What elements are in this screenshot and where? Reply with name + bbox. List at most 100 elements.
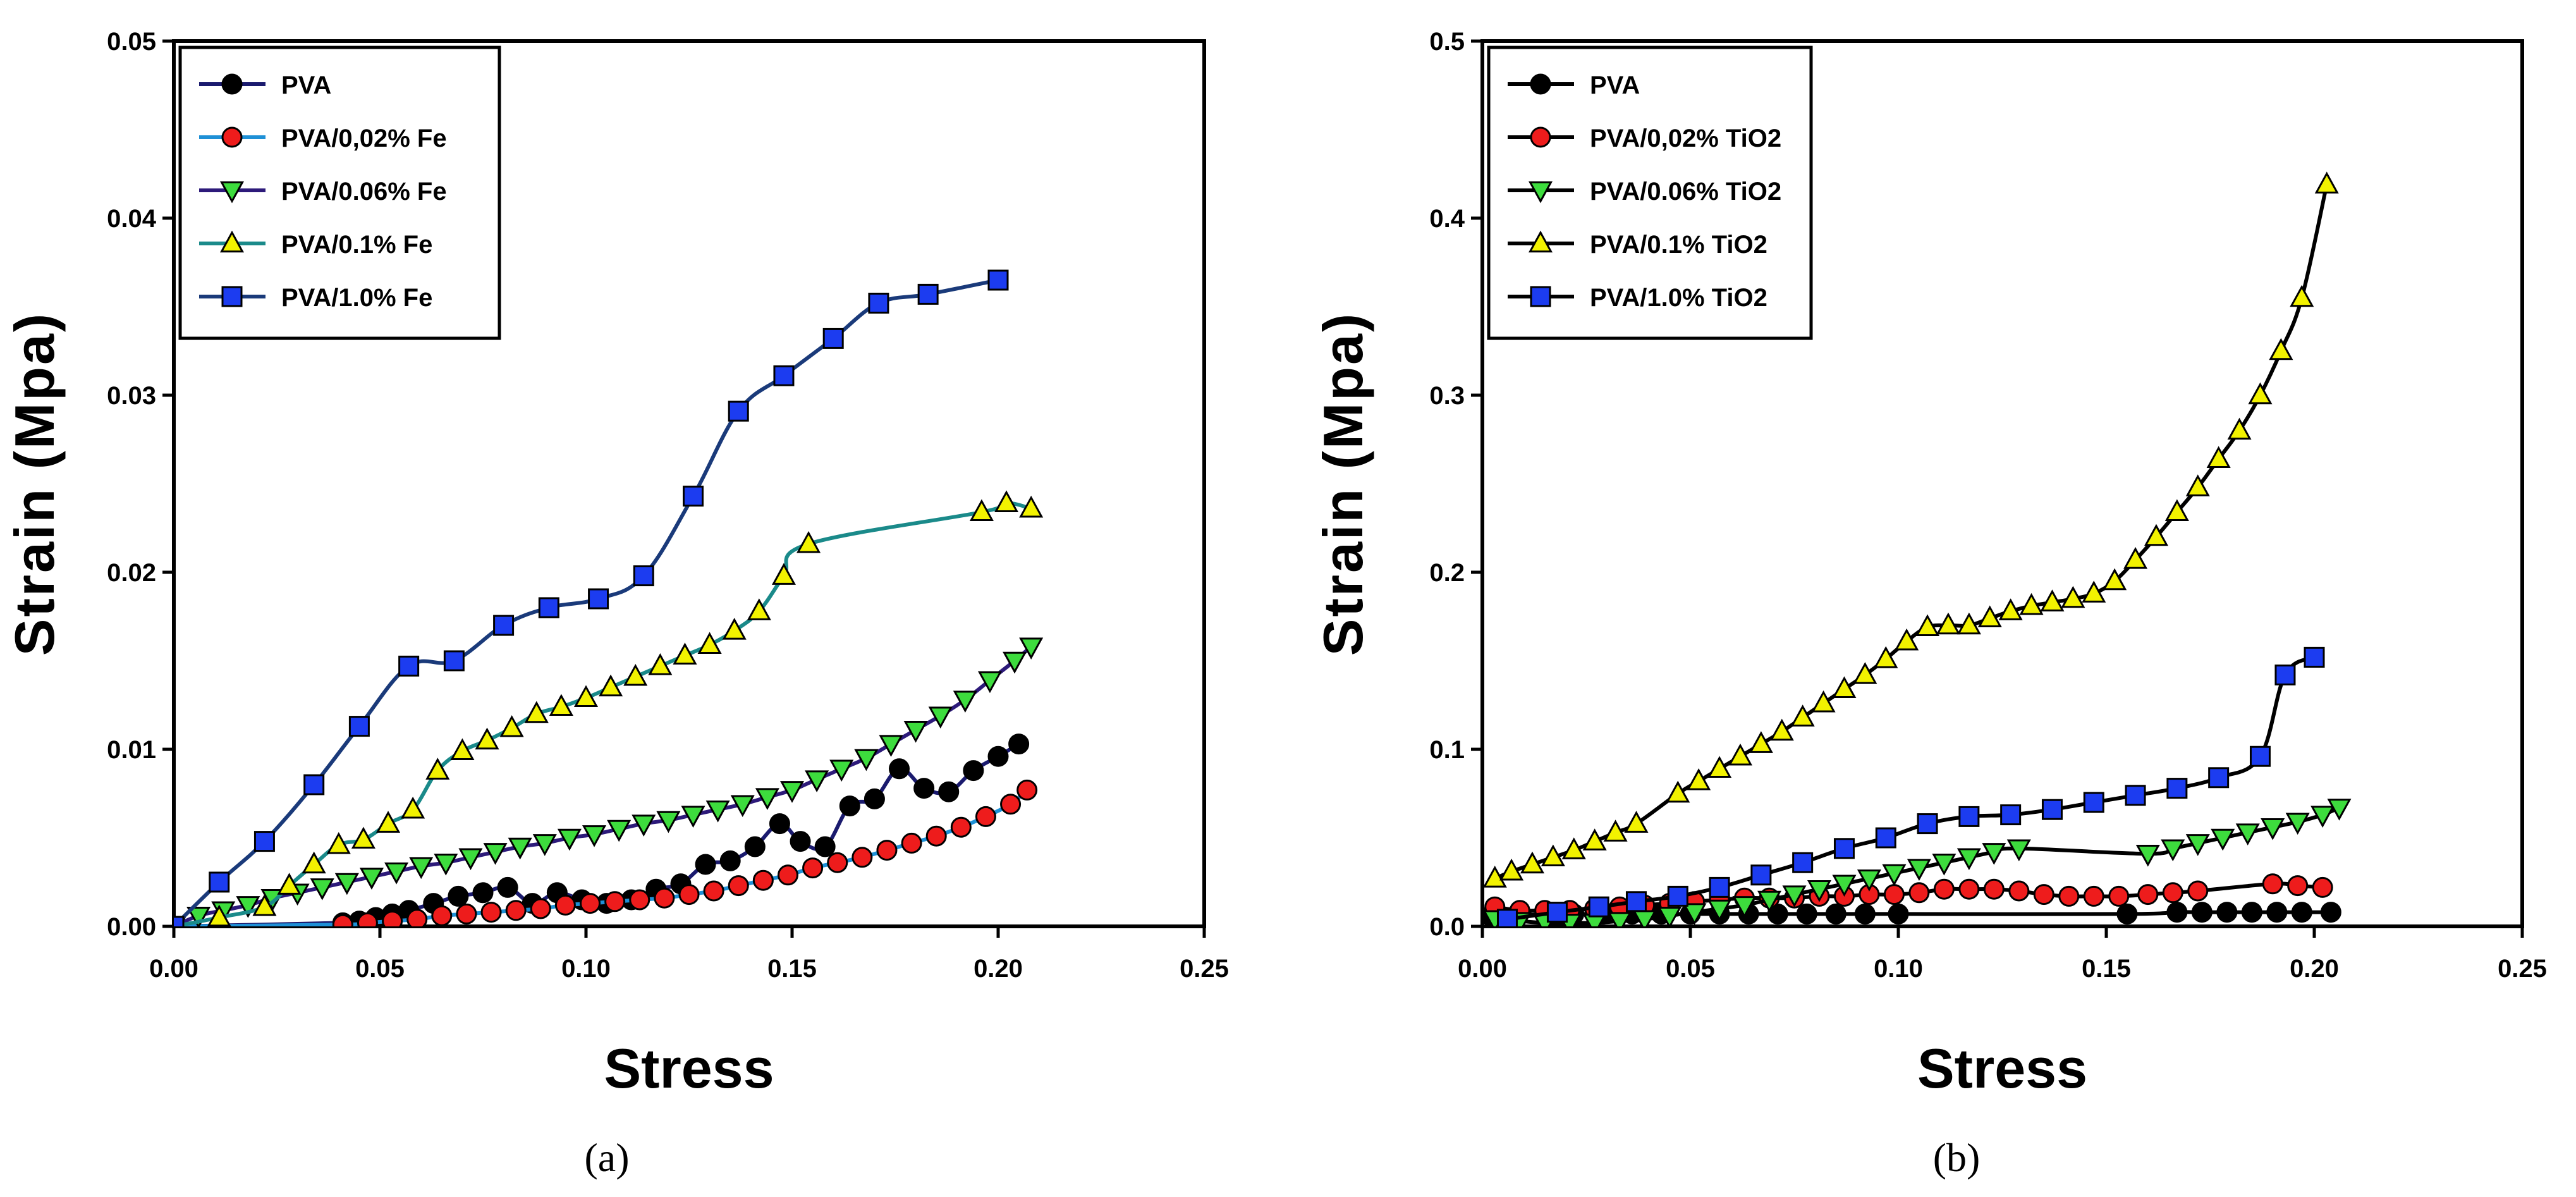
series-4	[1482, 171, 2339, 888]
data-point	[599, 674, 623, 697]
data-point	[2249, 746, 2271, 767]
data-point	[1769, 718, 1794, 741]
data-point	[797, 531, 821, 553]
data-point	[1853, 662, 1877, 684]
data-point	[2291, 902, 2312, 923]
data-point	[2185, 834, 2210, 856]
data-point	[1983, 878, 2005, 900]
legend-entry-4: PVA/0.1% TiO2	[1508, 230, 1767, 259]
data-point	[633, 565, 654, 587]
data-point	[334, 873, 359, 895]
data-point	[975, 806, 996, 827]
data-point	[1907, 859, 1931, 881]
data-point	[1792, 852, 1814, 873]
data-point	[928, 706, 953, 729]
data-point	[1732, 896, 1757, 918]
data-point	[2262, 873, 2283, 895]
data-point	[901, 832, 922, 854]
data-point	[2206, 446, 2231, 469]
data-point	[174, 916, 185, 926]
data-point	[728, 400, 749, 422]
data-point	[1019, 495, 1044, 518]
data-point	[1933, 878, 1955, 900]
data-point	[1977, 605, 2002, 628]
data-point	[2006, 839, 2031, 862]
data-point	[530, 898, 551, 919]
plot-area	[1482, 171, 2352, 926]
x-tick-label: 0.20	[2290, 955, 2339, 983]
data-point	[2285, 813, 2310, 835]
data-point	[1874, 646, 1898, 668]
x-axis-title: Stress	[1917, 1037, 2087, 1100]
data-point	[2310, 806, 2335, 828]
y-tick-label: 0.2	[1429, 559, 1465, 587]
data-point	[573, 685, 599, 708]
plot-frame	[172, 39, 1206, 928]
plot-frame	[1480, 39, 2524, 928]
x-tick-label: 0.20	[974, 955, 1023, 983]
x-tick-label: 0.25	[2498, 955, 2547, 983]
data-point	[1782, 885, 1807, 907]
data-point	[1854, 903, 1876, 924]
data-point	[790, 831, 811, 852]
data-point	[2082, 580, 2106, 603]
data-point	[1019, 637, 1044, 660]
data-point	[1767, 903, 1788, 924]
series-line	[174, 501, 1034, 926]
data-point	[1958, 806, 1980, 827]
data-point	[2320, 902, 2341, 923]
series-5	[174, 269, 1009, 926]
data-point	[1915, 614, 1940, 637]
data-point	[2312, 876, 2333, 898]
data-point	[252, 893, 277, 916]
y-tick-label: 0.04	[107, 205, 157, 233]
data-point	[483, 843, 508, 865]
data-point	[2227, 417, 2252, 440]
data-point	[779, 781, 805, 803]
data-point	[1936, 612, 1960, 635]
series-5	[1496, 646, 2325, 926]
data-point	[656, 811, 681, 833]
legend-swatch-marker	[1530, 73, 1551, 95]
x-tick-label: 0.10	[1874, 955, 1923, 983]
chart-panel-a: 0.00 0.05 0.10 0.15 0.20 0.25 0.00 0.01 0.02 0.03…	[3, 28, 1229, 1180]
data-point	[2137, 884, 2159, 905]
legend-label: PVA/0.06% TiO2	[1590, 178, 1781, 206]
x-axis-title: Stress	[604, 1037, 774, 1100]
data-point	[1811, 690, 1836, 713]
data-point	[1666, 780, 1690, 803]
data-point	[2314, 171, 2339, 194]
data-point	[1790, 704, 1815, 727]
data-point	[730, 795, 755, 818]
data-point	[607, 819, 632, 842]
data-point	[1958, 878, 1980, 900]
data-point	[1687, 768, 1711, 790]
data-point	[2164, 499, 2189, 522]
data-point	[493, 615, 515, 636]
data-point	[805, 770, 829, 792]
data-point	[2083, 792, 2104, 813]
data-point	[1603, 819, 1628, 842]
data-point	[1917, 813, 1938, 835]
data-point	[2290, 285, 2314, 307]
data-point	[879, 735, 903, 757]
data-point	[1982, 843, 2006, 865]
data-point	[678, 884, 700, 905]
data-point	[802, 857, 824, 879]
data-point	[868, 292, 889, 314]
data-point	[508, 837, 532, 860]
data-point	[425, 758, 450, 780]
data-point	[310, 878, 334, 900]
data-point	[2269, 338, 2293, 360]
legend-label: PVA	[281, 71, 331, 99]
data-point	[752, 869, 774, 891]
data-point	[654, 887, 675, 909]
data-point	[938, 781, 960, 802]
data-point	[2187, 880, 2209, 902]
legend-entry-5: PVA/1.0% TiO2	[1508, 284, 1767, 312]
data-point	[303, 774, 325, 795]
data-point	[1682, 903, 1707, 925]
data-point	[2162, 882, 2183, 904]
data-point	[505, 900, 527, 921]
data-point	[580, 893, 601, 914]
